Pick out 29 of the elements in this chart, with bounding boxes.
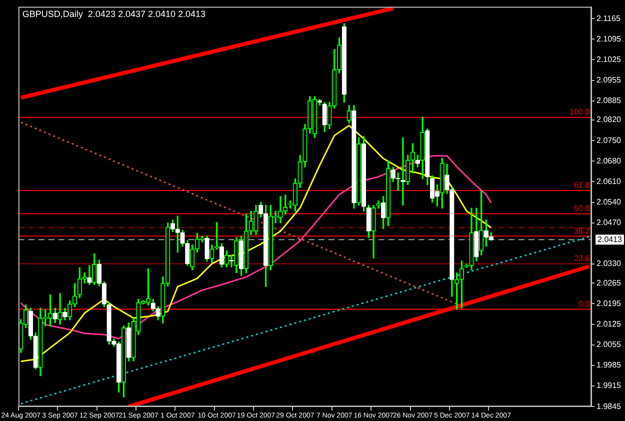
- annotation: 38.2: [574, 226, 590, 236]
- y-tick-label: 2.0265: [596, 278, 622, 288]
- annotation: 100.0: [570, 108, 590, 117]
- annotation: 61.8: [574, 180, 590, 190]
- candlestick: [376, 200, 381, 208]
- y-tick-label: 2.0540: [596, 197, 622, 206]
- y-tick-label: 2.0610: [596, 176, 622, 186]
- y-tick-label: 1.9845: [596, 402, 622, 411]
- chart-title: GBPUSD,Daily 2.0423 2.0437 2.0410 2.0413: [22, 8, 206, 19]
- annotation: 0.0: [578, 300, 590, 308]
- y-tick-label: 2.1025: [596, 54, 622, 64]
- ref-line-label: 2.0413: [598, 234, 623, 244]
- y-tick-label: 1.9915: [596, 381, 622, 390]
- y-tick-label: 2.0680: [596, 156, 622, 166]
- y-tick-label: 1.9985: [596, 360, 622, 370]
- y-tick-label: 2.0330: [596, 259, 622, 268]
- annotation: 23.6: [574, 254, 590, 263]
- y-tick-label: 2.0055: [596, 340, 622, 350]
- y-tick-label: 2.0470: [596, 218, 622, 228]
- y-tick-label: 2.0885: [596, 96, 622, 106]
- annotation: 50.0: [574, 204, 590, 213]
- candlestick: [58, 293, 62, 325]
- y-tick-label: 2.0820: [596, 115, 622, 124]
- y-tick-label: 2.0955: [596, 75, 622, 84]
- y-tick-label: 2.0750: [596, 136, 622, 145]
- y-tick-label: 2.1095: [596, 34, 622, 44]
- y-tick-label: 2.0125: [596, 319, 622, 328]
- y-tick-label: 2.0195: [596, 298, 622, 308]
- y-tick-label: 2.1165: [596, 14, 621, 23]
